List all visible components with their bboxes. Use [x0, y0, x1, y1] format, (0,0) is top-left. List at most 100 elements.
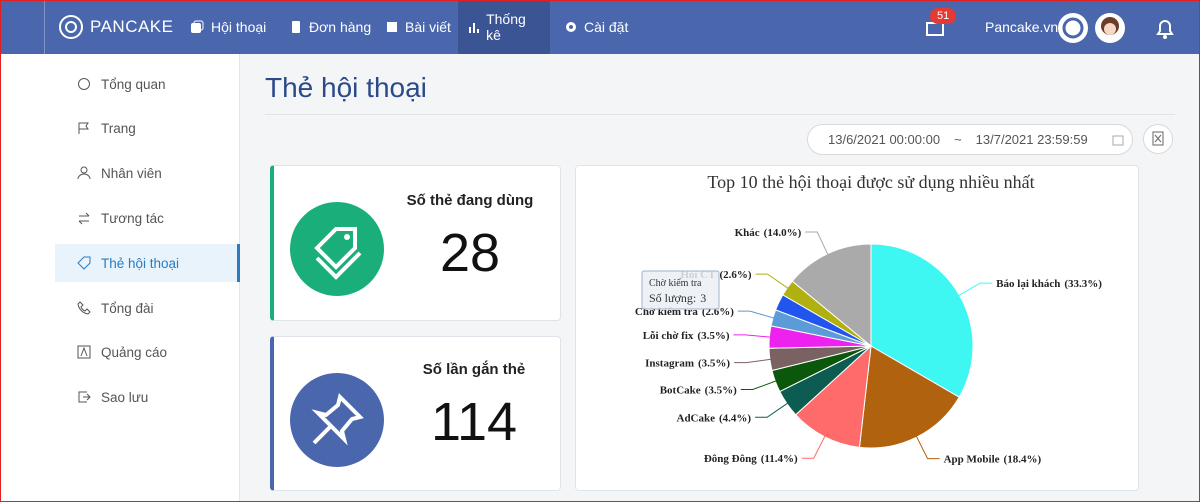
date-range[interactable]: 13/6/2021 00:00:00 ~ 13/7/2021 23:59:59 — [807, 124, 1133, 155]
nav-item[interactable]: Hội thoại — [180, 0, 276, 54]
nav-item[interactable]: Đơn hàng — [280, 0, 381, 54]
sidebar-item[interactable]: Sao lưu — [55, 378, 240, 416]
chart-card: Top 10 thẻ hội thoại được sử dụng nhiều … — [575, 165, 1139, 491]
avatars[interactable] — [1057, 11, 1133, 45]
sidebar-item[interactable]: Tổng quan — [55, 65, 240, 103]
brand[interactable]: PANCAKE — [58, 14, 174, 40]
sidebar-item[interactable]: Thẻ hội thoại — [55, 244, 240, 282]
leader-line — [733, 334, 774, 338]
slice-name: Lỗi chờ fix — [643, 330, 694, 342]
slice-value-label: (33.3%) — [1064, 278, 1102, 290]
slice-value-label: (2.6%) — [719, 269, 751, 281]
slice-label: AdCake (4.4%) — [677, 412, 752, 424]
nav-item[interactable]: Thống kê — [458, 0, 550, 54]
bell-icon[interactable] — [1155, 18, 1175, 40]
nav-label: Cài đặt — [584, 19, 629, 35]
stat-card: Số thẻ đang dùng 28 — [270, 165, 561, 321]
page-title: Thẻ hội thoại — [265, 72, 427, 103]
slice-value-label: (18.4%) — [1004, 454, 1042, 466]
icon — [77, 301, 91, 315]
sidebar-label: Sao lưu — [101, 389, 149, 405]
leader-line — [737, 310, 777, 320]
icon — [469, 23, 479, 33]
slice-value-label: (3.5%) — [705, 385, 737, 397]
brand-name: PANCAKE — [90, 17, 174, 36]
sidebar: Tổng quan Trang Nhân viên Tương tác Thẻ … — [0, 54, 240, 502]
chart-title: Top 10 thẻ hội thoại được sử dụng nhiều … — [707, 172, 1034, 192]
slice-value-label: (4.4%) — [719, 412, 751, 424]
top-nav: PANCAKE Hội thoại Đơn hàng Bài viết Thốn… — [0, 0, 1200, 54]
slice-value-label: (11.4%) — [761, 453, 798, 465]
stat-value: 28 — [439, 223, 501, 283]
slice-label: Lỗi chờ fix (3.5%) — [643, 330, 730, 342]
slice-value-label: (3.5%) — [697, 330, 729, 342]
date-to: 13/7/2021 23:59:59 — [975, 132, 1088, 147]
pin-icon — [311, 393, 364, 446]
account-name[interactable]: Pancake.vn — [985, 19, 1059, 35]
slice-name: Khác — [735, 227, 760, 239]
sidebar-item[interactable]: Nhân viên — [55, 154, 240, 192]
leader-line — [801, 433, 827, 459]
notification-badge: 51 — [930, 8, 957, 24]
calendar-icon — [1112, 135, 1124, 145]
leader-line — [755, 273, 791, 291]
sidebar-item[interactable]: Trang — [55, 109, 240, 147]
icon — [387, 22, 397, 32]
tooltip-title: Chờ kiểm tra — [649, 278, 702, 289]
tooltip-value: 3 — [700, 291, 706, 305]
stat-label: Số lần gắn thẻ — [422, 361, 526, 378]
icon — [191, 20, 204, 33]
tooltip-label: Số lượng: — [649, 291, 696, 305]
sidebar-label: Trang — [101, 120, 136, 136]
sidebar-item[interactable]: Quảng cáo — [55, 333, 240, 371]
slice-value-label: (14.0%) — [764, 227, 802, 239]
divider — [265, 114, 1175, 115]
tooltip: Chờ kiểm tra Số lượng: 3 — [641, 270, 720, 310]
nav-item[interactable]: Bài viết — [376, 0, 461, 54]
icon — [566, 22, 576, 32]
slice-label: Instagram (3.5%) — [645, 358, 730, 370]
slice-label: Khác (14.0%) — [735, 227, 802, 239]
nav-label: Thống kê — [486, 11, 526, 43]
separator — [44, 0, 45, 54]
icon — [77, 166, 91, 180]
slice-label: Đông Đông (11.4%) — [704, 453, 798, 465]
slice-label: App Mobile (18.4%) — [944, 454, 1042, 466]
sidebar-label: Tương tác — [101, 210, 164, 226]
stat-icon — [290, 202, 384, 296]
stat-label: Số thẻ đang dùng — [406, 192, 534, 209]
tooltip-box — [641, 270, 720, 310]
tooltip-text: Số lượng: 3 — [649, 291, 706, 305]
icon — [77, 256, 91, 270]
chart: Top 10 thẻ hội thoại được sử dụng nhiều … — [635, 172, 1102, 466]
slice-name: AdCake — [677, 412, 716, 424]
tag-icon — [314, 227, 362, 280]
icon — [78, 212, 90, 225]
stat-card: Số lần gắn thẻ 114 — [270, 336, 561, 491]
sidebar-label: Tổng quan — [101, 76, 166, 92]
leader-line — [734, 358, 774, 364]
slice-name: Báo lại khách — [996, 278, 1060, 290]
date-separator: ~ — [954, 132, 962, 147]
sidebar-label: Tổng đài — [101, 300, 154, 316]
sidebar-label: Quảng cáo — [101, 344, 168, 360]
sidebar-item[interactable]: Tương tác — [55, 199, 240, 237]
leader-line — [955, 282, 993, 298]
stat-icon — [290, 373, 384, 467]
leader-line — [805, 231, 830, 258]
icon — [292, 21, 300, 33]
sidebar-label: Nhân viên — [101, 165, 162, 181]
slice-name: Instagram — [645, 358, 694, 370]
slice-label: Báo lại khách (33.3%) — [996, 278, 1102, 290]
icon — [78, 391, 91, 403]
sidebar-item[interactable]: Tổng đài — [55, 289, 240, 327]
icon — [78, 122, 89, 134]
slice-value-label: (3.5%) — [698, 358, 730, 370]
sidebar-label: Thẻ hội thoại — [101, 255, 180, 271]
nav-label: Bài viết — [405, 19, 451, 35]
nav-item[interactable]: Cài đặt — [555, 0, 638, 54]
icon — [78, 78, 90, 90]
export-button[interactable] — [1143, 124, 1173, 154]
date-from: 13/6/2021 00:00:00 — [828, 132, 941, 147]
